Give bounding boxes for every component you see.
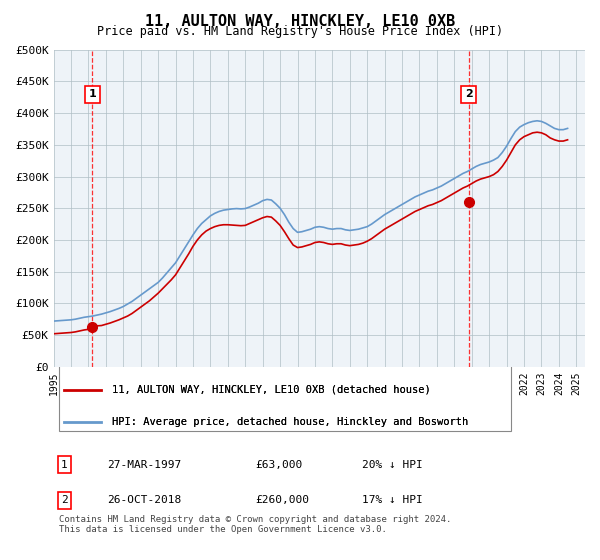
Text: 26-OCT-2018: 26-OCT-2018 [107, 496, 181, 506]
Text: 2: 2 [61, 496, 68, 506]
Text: 2: 2 [465, 89, 472, 99]
Text: £63,000: £63,000 [256, 460, 303, 470]
Text: 1: 1 [61, 460, 68, 470]
Text: 27-MAR-1997: 27-MAR-1997 [107, 460, 181, 470]
Text: 17% ↓ HPI: 17% ↓ HPI [362, 496, 422, 506]
Text: 11, AULTON WAY, HINCKLEY, LE10 0XB (detached house): 11, AULTON WAY, HINCKLEY, LE10 0XB (deta… [112, 385, 431, 395]
Text: Price paid vs. HM Land Registry's House Price Index (HPI): Price paid vs. HM Land Registry's House … [97, 25, 503, 38]
Text: HPI: Average price, detached house, Hinckley and Bosworth: HPI: Average price, detached house, Hinc… [112, 417, 469, 427]
Text: 11, AULTON WAY, HINCKLEY, LE10 0XB (detached house): 11, AULTON WAY, HINCKLEY, LE10 0XB (deta… [112, 385, 431, 395]
Text: HPI: Average price, detached house, Hinckley and Bosworth: HPI: Average price, detached house, Hinc… [112, 417, 469, 427]
Text: Contains HM Land Registry data © Crown copyright and database right 2024.
This d: Contains HM Land Registry data © Crown c… [59, 515, 451, 534]
FancyBboxPatch shape [59, 349, 511, 431]
Text: £260,000: £260,000 [256, 496, 310, 506]
Text: 11, AULTON WAY, HINCKLEY, LE10 0XB: 11, AULTON WAY, HINCKLEY, LE10 0XB [145, 14, 455, 29]
Text: 1: 1 [89, 89, 97, 99]
Text: 20% ↓ HPI: 20% ↓ HPI [362, 460, 422, 470]
